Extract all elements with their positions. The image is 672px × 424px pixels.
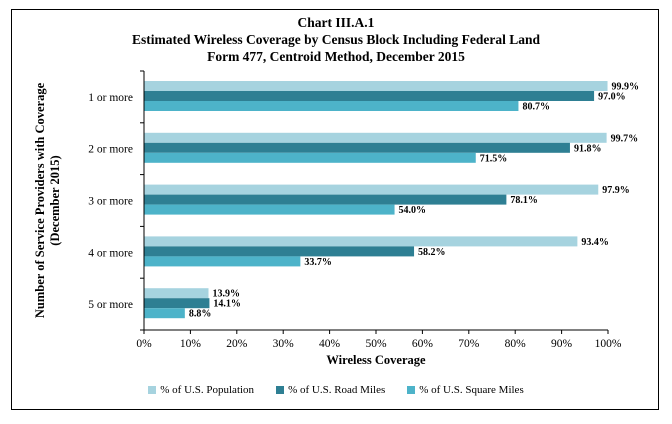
x-tick-label: 60%	[412, 338, 434, 350]
bar	[144, 142, 570, 153]
legend: % of U.S. Population % of U.S. Road Mile…	[0, 384, 672, 396]
bar	[144, 184, 599, 195]
bar	[144, 132, 607, 143]
data-label: 54.0%	[399, 205, 427, 216]
bar	[144, 236, 578, 247]
bar	[144, 246, 415, 257]
chart-title: Chart III.A.1	[297, 15, 375, 30]
legend-item-road-miles: % of U.S. Road Miles	[276, 384, 385, 396]
x-tick-label: 100%	[595, 338, 622, 350]
data-label: 71.5%	[480, 153, 508, 164]
bar	[144, 308, 185, 319]
legend-label-road-miles: % of U.S. Road Miles	[288, 384, 386, 396]
legend-label-population: % of U.S. Population	[160, 384, 255, 396]
y-axis-title-2: (December 2015)	[48, 155, 62, 245]
x-tick-label: 30%	[273, 338, 295, 350]
y-axis-title: Number of Service Providers with Coverag…	[33, 82, 47, 318]
data-label: 78.1%	[510, 195, 538, 206]
bar	[144, 81, 608, 91]
bar	[144, 91, 595, 101]
data-label: 13.9%	[212, 289, 240, 300]
category-label: 1 or more	[88, 92, 133, 104]
category-label: 4 or more	[88, 247, 133, 259]
bar	[144, 298, 210, 309]
data-label: 80.7%	[522, 102, 550, 113]
bar	[144, 204, 395, 215]
bar	[144, 256, 301, 267]
legend-swatch-road-miles	[276, 386, 285, 394]
x-axis-title: Wireless Coverage	[326, 353, 426, 367]
x-tick-label: 50%	[365, 338, 387, 350]
x-tick-label: 40%	[319, 338, 341, 350]
chart-subtitle-2: Form 477, Centroid Method, December 2015	[207, 49, 465, 64]
data-label: 58.2%	[418, 247, 446, 258]
data-label: 33.7%	[304, 257, 332, 268]
category-label: 2 or more	[88, 144, 133, 156]
legend-label-square-miles: % of U.S. Square Miles	[419, 384, 524, 396]
x-tick-label: 20%	[226, 338, 248, 350]
data-label: 14.1%	[213, 299, 241, 310]
bar	[144, 194, 507, 205]
x-tick-label: 70%	[458, 338, 480, 350]
data-label: 99.7%	[611, 133, 639, 144]
legend-item-population: % of U.S. Population	[148, 384, 254, 396]
bar-chart: 0% 10% 20% 30% 40% 50% 60% 70% 80% 90% 100% 1 or mo…	[33, 70, 640, 367]
bar	[144, 101, 519, 111]
bar	[144, 152, 476, 163]
category-label: 5 or more	[88, 299, 133, 311]
x-tick-label: 10%	[180, 338, 202, 350]
data-label: 93.4%	[581, 237, 609, 248]
data-label: 8.8%	[189, 309, 212, 320]
chart-subtitle: Estimated Wireless Coverage by Census Bl…	[131, 32, 541, 47]
bar	[144, 288, 209, 299]
category-label: 3 or more	[88, 196, 133, 208]
x-tick-label: 0%	[136, 338, 152, 350]
data-label: 91.8%	[574, 143, 602, 154]
chart-frame	[11, 9, 659, 410]
data-label: 97.9%	[602, 185, 630, 196]
data-label: 99.9%	[612, 82, 640, 93]
legend-swatch-population	[148, 386, 157, 394]
x-tick-label: 90%	[551, 338, 573, 350]
legend-item-square-miles: % of U.S. Square Miles	[407, 384, 524, 396]
legend-swatch-square-miles	[407, 386, 416, 394]
data-label: 97.0%	[598, 92, 626, 103]
x-tick-label: 80%	[505, 338, 527, 350]
